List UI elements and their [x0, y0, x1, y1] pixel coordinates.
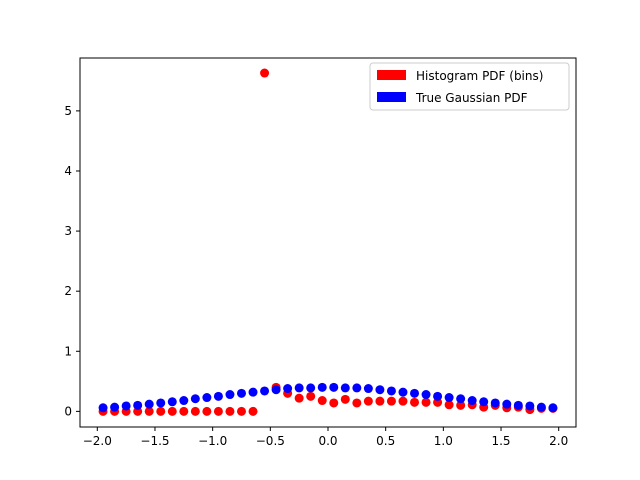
data-point [502, 399, 512, 409]
data-point [167, 397, 177, 407]
y-tick-label: 5 [64, 104, 72, 118]
y-axis: 0 1 2 3 4 5 [64, 104, 80, 418]
data-point [340, 394, 350, 404]
data-point [294, 383, 304, 393]
y-tick-label: 2 [64, 284, 72, 298]
y-tick-label: 3 [64, 224, 72, 238]
data-point [248, 406, 258, 416]
data-point [190, 394, 200, 404]
data-point [375, 396, 385, 406]
x-tick-label: 2.0 [549, 434, 568, 448]
x-tick-label: −2.0 [83, 434, 112, 448]
data-point [444, 400, 454, 410]
data-point [329, 382, 339, 392]
x-tick-label: −1.0 [198, 434, 227, 448]
data-point [490, 398, 500, 408]
data-point [444, 393, 454, 403]
legend-label-gaussian: True Gaussian PDF [415, 91, 528, 105]
data-point [156, 406, 166, 416]
x-tick-label: 0.5 [376, 434, 395, 448]
data-point [456, 394, 466, 404]
legend-swatch-gaussian [377, 92, 406, 102]
data-point [271, 385, 281, 395]
data-point [190, 406, 200, 416]
data-point [375, 385, 385, 395]
data-point [363, 384, 373, 394]
data-point [398, 387, 408, 397]
x-tick-label: 1.5 [491, 434, 510, 448]
data-point [479, 397, 489, 407]
x-tick-label: 1.0 [434, 434, 453, 448]
data-point [283, 384, 293, 394]
legend-frame [369, 62, 570, 111]
data-point [525, 401, 535, 411]
data-point [248, 387, 258, 397]
x-tick-label: 0.0 [318, 434, 337, 448]
data-point [133, 400, 143, 410]
data-point [179, 406, 189, 416]
data-point [144, 399, 154, 409]
data-point [329, 398, 339, 408]
data-point [156, 398, 166, 408]
x-tick-label: −1.5 [140, 434, 169, 448]
legend-label-histogram: Histogram PDF (bins) [416, 69, 543, 83]
data-point [121, 401, 131, 411]
x-tick-label: −0.5 [256, 434, 285, 448]
data-point [386, 396, 396, 406]
y-tick-label: 4 [64, 164, 72, 178]
data-point [421, 397, 431, 407]
data-point [410, 397, 420, 407]
y-tick-label: 0 [64, 404, 72, 418]
data-point [548, 403, 558, 413]
y-tick-label: 1 [64, 344, 72, 358]
data-point [213, 391, 223, 401]
data-point [260, 68, 270, 78]
data-point [225, 390, 235, 400]
data-point [352, 383, 362, 393]
data-point [433, 391, 443, 401]
data-point [352, 398, 362, 408]
data-point [513, 400, 523, 410]
legend-swatch-histogram [377, 70, 406, 80]
data-point [398, 396, 408, 406]
data-point [179, 396, 189, 406]
legend: Histogram PDF (bins) True Gaussian PDF [369, 62, 570, 111]
data-point [294, 393, 304, 403]
data-point [306, 383, 316, 393]
data-point [236, 388, 246, 398]
series-true-gaussian-pdf [98, 382, 558, 413]
x-axis: −2.0 −1.5 −1.0 −0.5 0.0 0.5 1.0 1.5 2.0 [83, 427, 568, 448]
data-point [225, 406, 235, 416]
data-point [144, 406, 154, 416]
chart-marks [98, 68, 558, 416]
data-point [306, 391, 316, 401]
data-point [202, 406, 212, 416]
data-point [536, 402, 546, 412]
data-point [236, 406, 246, 416]
data-point [260, 386, 270, 396]
data-point [363, 396, 373, 406]
data-point [317, 396, 327, 406]
data-point [202, 393, 212, 403]
data-point [456, 400, 466, 410]
data-point [213, 406, 223, 416]
data-point [98, 403, 108, 413]
data-point [167, 406, 177, 416]
data-point [110, 402, 120, 412]
data-point [467, 396, 477, 406]
data-point [386, 386, 396, 396]
data-point [317, 382, 327, 392]
data-point [340, 383, 350, 393]
data-point [421, 390, 431, 400]
data-point [410, 388, 420, 398]
